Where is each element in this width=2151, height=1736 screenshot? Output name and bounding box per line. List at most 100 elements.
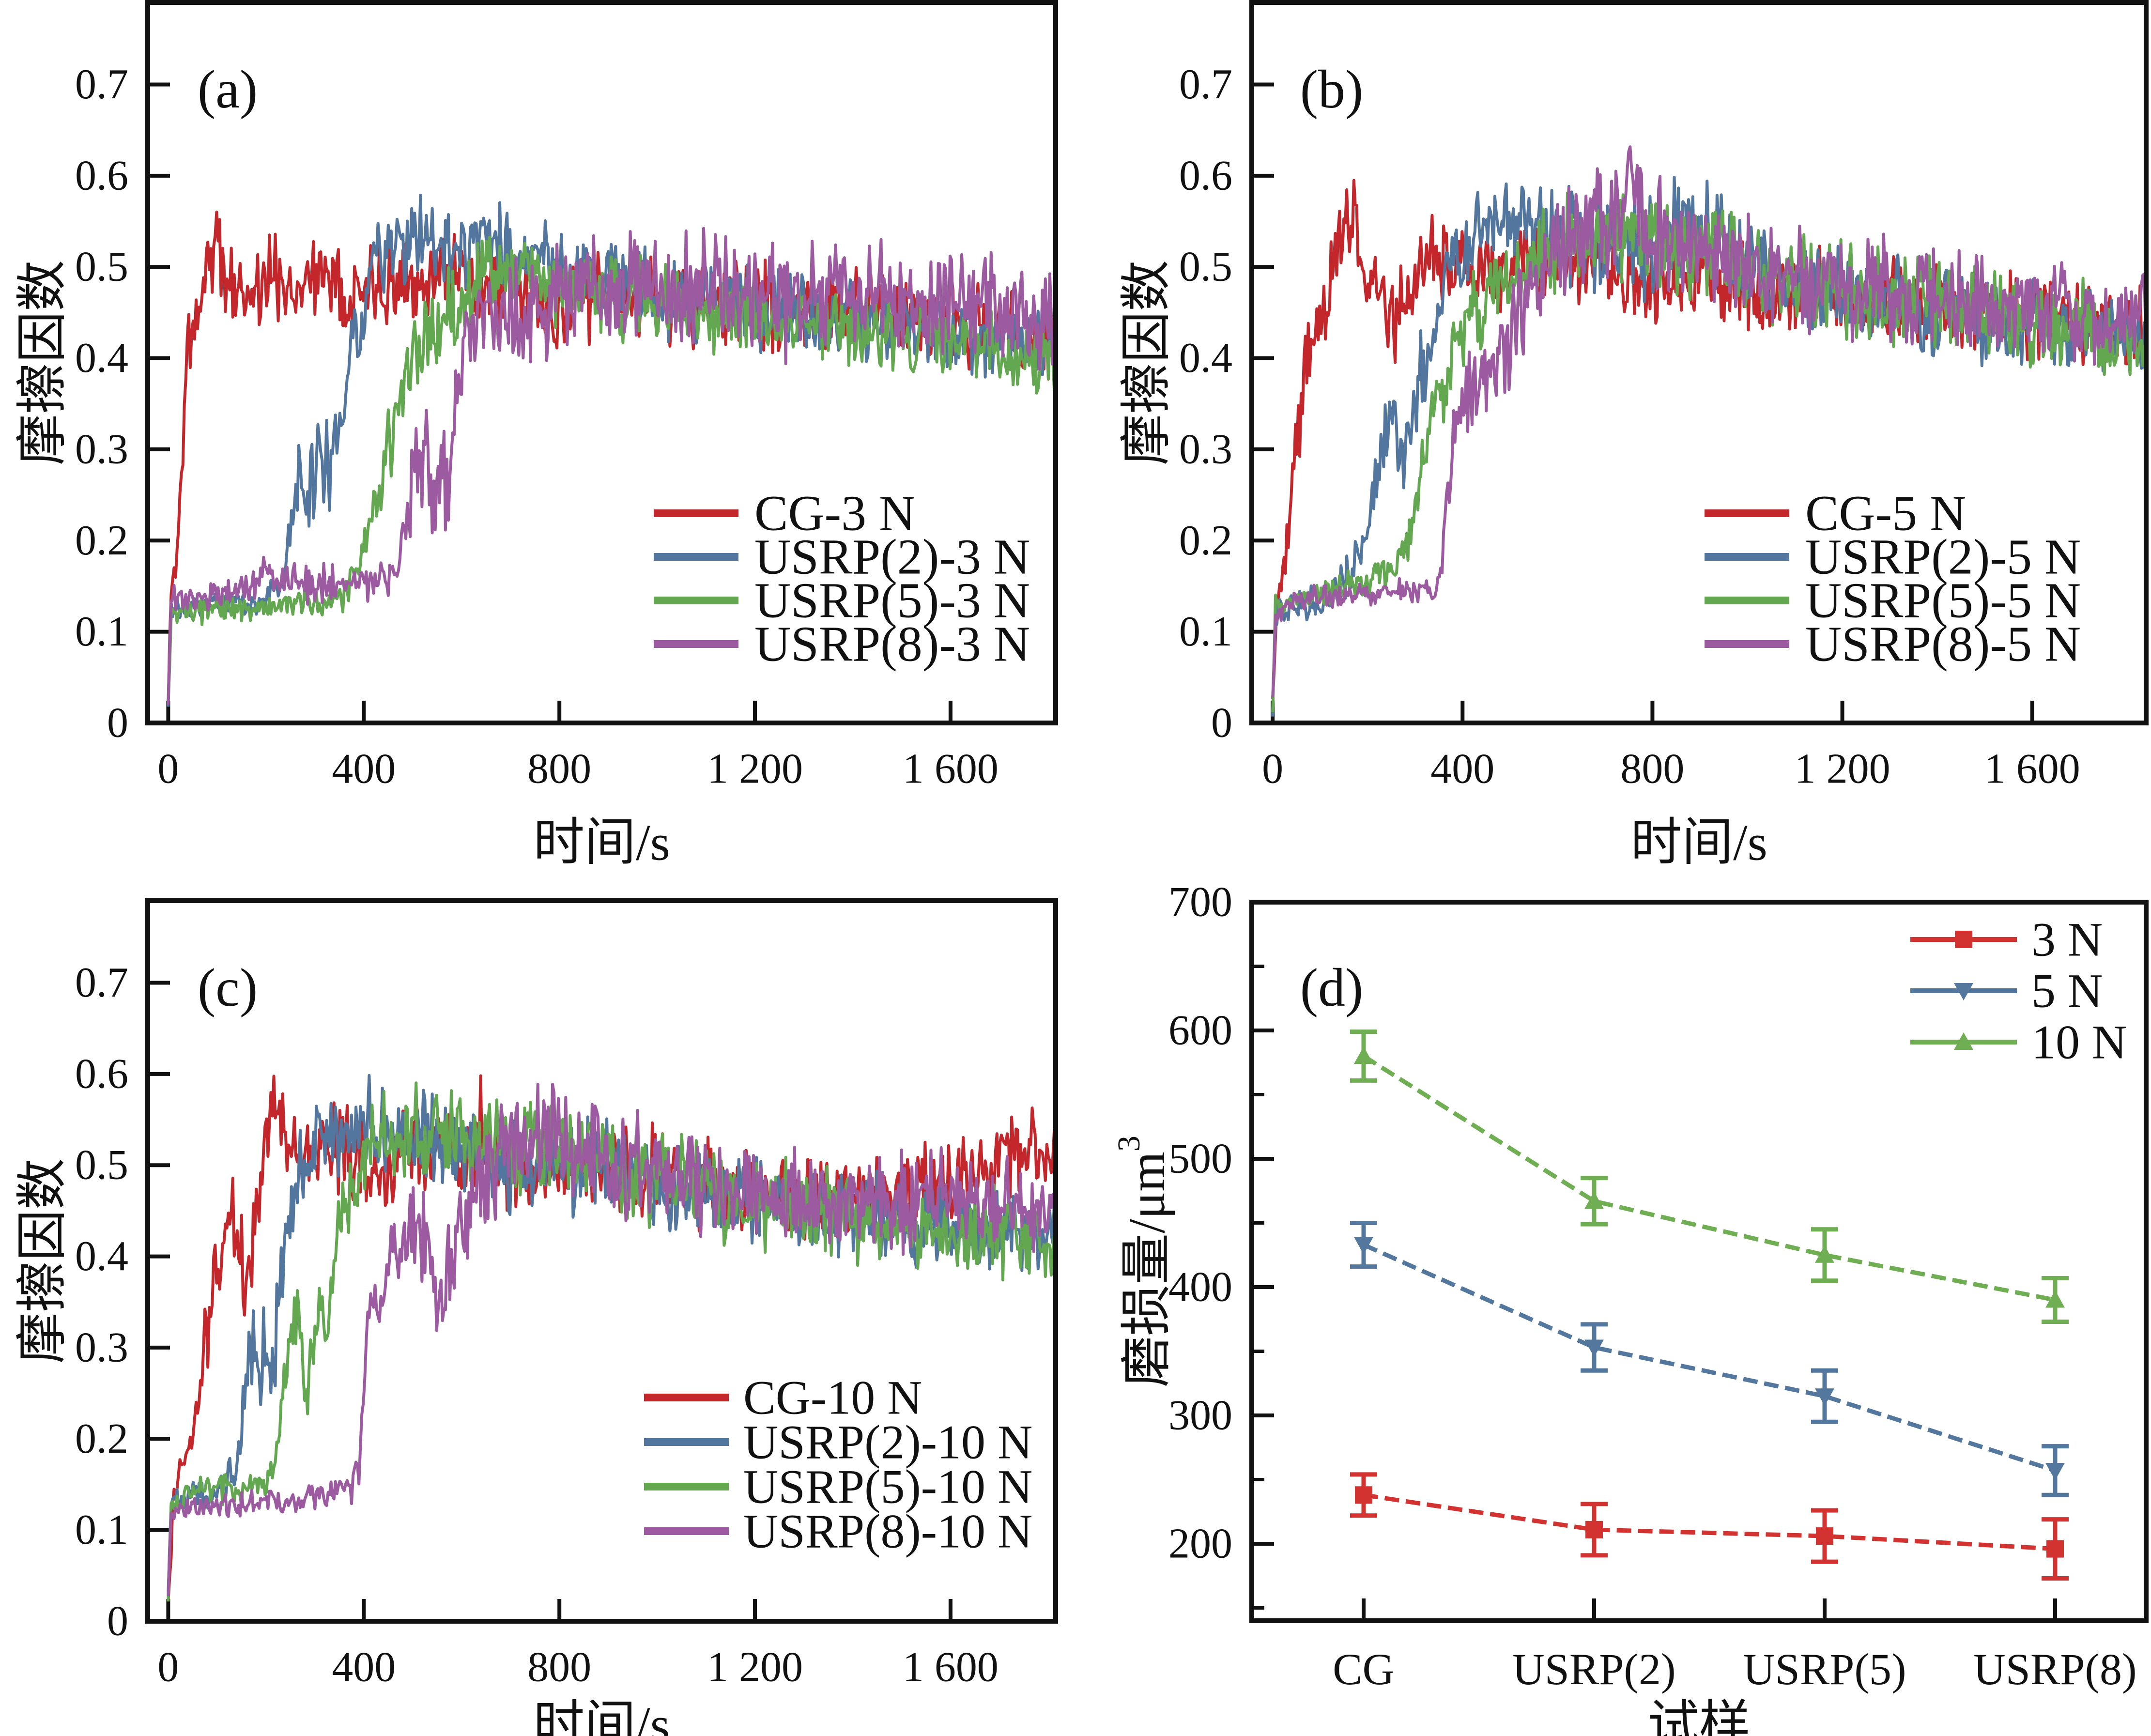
y-tick-label: 0.6 (1179, 152, 1232, 199)
y-tick-label: 500 (1168, 1136, 1232, 1183)
x-category-label: USRP(8) (1973, 1644, 2136, 1694)
y-tick-label: 0.7 (75, 61, 128, 108)
y-tick-label: 0.4 (75, 335, 128, 382)
data-marker-3-n (1585, 1521, 1603, 1538)
y-tick-label: 0.3 (75, 1324, 128, 1371)
y-axis-title-b: 摩擦因数 (1119, 260, 1175, 465)
x-category-label: CG (1333, 1644, 1395, 1694)
x-tick-label: 0 (157, 746, 179, 793)
data-marker-10-n (1584, 1191, 1604, 1209)
legend-label-cg-3-n: CG-3 N (754, 486, 915, 541)
x-tick-label: 800 (1620, 746, 1684, 793)
y-tick-label: 400 (1168, 1264, 1232, 1311)
legend-label-usrp-5-3-n: USRP(5)-3 N (754, 573, 1030, 629)
panel-a-series (167, 193, 1053, 707)
plot-border (1249, 900, 2149, 1623)
y-tick-label: 0.4 (75, 1233, 128, 1280)
data-marker-5-n (2045, 1462, 2065, 1480)
x-tick-label: 800 (527, 1644, 591, 1691)
y-axis-title-a: 摩擦因数 (15, 260, 71, 465)
y-tick-label: 700 (1168, 879, 1232, 926)
panel-b-series (1271, 145, 2144, 717)
x-tick-label: 1 200 (707, 1644, 803, 1691)
panel-label-c: (c) (198, 958, 258, 1018)
series-line-3-n (1363, 1492, 2056, 1552)
x-tick-label: 1 600 (1984, 746, 2080, 793)
x-tick-label: 1 200 (1795, 746, 1890, 793)
x-tick-label: 0 (1262, 746, 1283, 793)
y-tick-label: 300 (1168, 1392, 1232, 1439)
panel-a-axes: 0 0.1 0.2 0.3 0.4 0.5 0.6 0.7 0 400 800 1 200 1 600 (75, 61, 999, 792)
x-axis-title-a: 时间/s (533, 814, 670, 871)
x-tick-label: 800 (527, 746, 591, 793)
legend-label-usrp-5-10-n: USRP(5)-10 N (743, 1460, 1032, 1514)
y-tick-label: 0.2 (75, 1415, 128, 1462)
series-line-usrp-8-5-n (1271, 145, 2144, 698)
y-tick-label: 0.5 (75, 1142, 128, 1189)
y-tick-label: 0 (1211, 700, 1232, 747)
x-axis-title-b: 时间/s (1630, 814, 1767, 871)
legend-label-3-n: 3 N (2031, 913, 2103, 967)
panel-a: 0 0.1 0.2 0.3 0.4 0.5 0.6 0.7 0 400 800 1 200 1 600 (… (15, 0, 1058, 871)
panel-b-axes: 0 0.1 0.2 0.3 0.4 0.5 0.6 0.7 0 400 800 1 200 1 600 (1179, 61, 2080, 792)
x-axis-title-d: 试样 (1648, 1697, 1751, 1736)
x-tick-label: 400 (332, 746, 396, 793)
panel-label-b: (b) (1300, 60, 1364, 120)
x-tick-label: 400 (332, 1644, 396, 1691)
legend-label-usrp-2-3-n: USRP(2)-3 N (754, 529, 1030, 585)
x-tick-label: 1 600 (903, 1644, 999, 1691)
legend-label-cg-10-n: CG-10 N (743, 1371, 922, 1425)
y-axis-title-c: 摩擦因数 (15, 1158, 71, 1364)
y-tick-label: 0.3 (75, 426, 128, 473)
y-tick-label: 0.7 (75, 959, 128, 1006)
y-tick-label: 200 (1168, 1521, 1232, 1567)
x-category-label: USRP(5) (1743, 1644, 1906, 1694)
legend-label-usrp-2-10-n: USRP(2)-10 N (743, 1415, 1032, 1469)
x-tick-label: 0 (157, 1644, 179, 1691)
legend-label-5-n: 5 N (2031, 964, 2103, 1018)
y-tick-label: 0 (107, 700, 128, 747)
y-tick-label: 0.5 (75, 244, 128, 291)
data-marker-10-n (1815, 1245, 1834, 1263)
series-line-usrp-8-3-n (167, 227, 1053, 705)
series-line-usrp-5-5-n (1271, 191, 2144, 712)
data-marker-10-n (1354, 1046, 1373, 1064)
y-tick-label: 0 (107, 1598, 128, 1645)
legend-label-usrp-2-5-n: USRP(2)-5 N (1805, 529, 2081, 585)
y-tick-label: 0.6 (75, 1050, 128, 1097)
x-tick-label: 1 600 (903, 746, 999, 793)
x-tick-label: 1 200 (707, 746, 803, 793)
y-axis-title-d: 磨损量/μm3 (1111, 1136, 1175, 1387)
panel-b: 0 0.1 0.2 0.3 0.4 0.5 0.6 0.7 0 400 800 1 200 1 600 (… (1119, 0, 2149, 871)
data-marker-5-n (1354, 1237, 1373, 1255)
legend-marker-5-n (1954, 983, 1973, 1000)
data-marker-5-n (1584, 1339, 1604, 1357)
y-tick-label: 0.4 (1179, 335, 1232, 382)
legend-marker-3-n (1955, 931, 1972, 948)
x-category-label: USRP(2) (1512, 1644, 1675, 1694)
legend-label-usrp-8-5-n: USRP(8)-5 N (1805, 616, 2081, 672)
panel-d: 200 300 400 500 600 700 CG USRP(2) USRP(5) USRP(8… (1111, 879, 2149, 1736)
data-marker-3-n (2046, 1540, 2064, 1558)
series-line-5-n (1363, 1243, 2056, 1473)
series-3-n (1350, 1472, 2069, 1581)
y-tick-label: 0.2 (75, 517, 128, 564)
y-tick-label: 0.1 (1179, 608, 1232, 655)
y-tick-label: 0.1 (75, 1506, 128, 1553)
panel-label-d: (d) (1300, 958, 1364, 1018)
y-tick-label: 0.5 (1179, 244, 1232, 291)
plot-border (1249, 0, 2149, 725)
legend-label-usrp-5-5-n: USRP(5)-5 N (1805, 573, 2081, 629)
y-tick-label: 0.7 (1179, 61, 1232, 108)
legend-label-usrp-8-10-n: USRP(8)-10 N (743, 1505, 1032, 1558)
data-marker-3-n (1355, 1486, 1372, 1504)
plot-border (145, 0, 1058, 725)
panel-c: 0 0.1 0.2 0.3 0.4 0.5 0.6 0.7 0 400 800 1 200 1 600 (… (15, 898, 1058, 1736)
series-5-n (1350, 1221, 2069, 1497)
y-tick-label: 0.1 (75, 608, 128, 655)
legend-marker-10-n (1954, 1032, 1973, 1050)
plot-border (145, 898, 1058, 1624)
